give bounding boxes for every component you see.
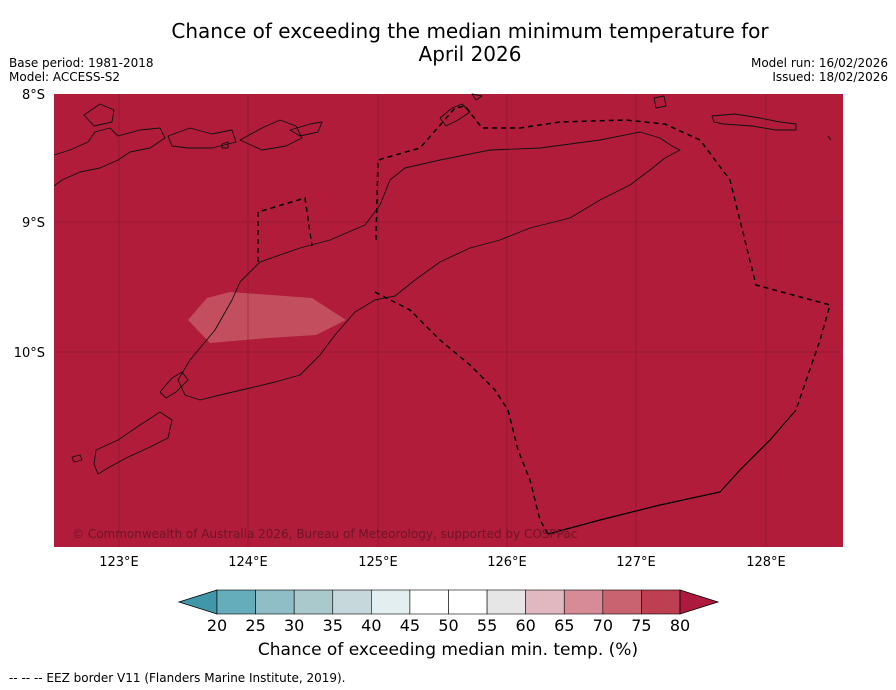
colorbar-tick-label: 55: [477, 616, 497, 635]
map-title: Chance of exceeding the median minimum t…: [0, 20, 896, 66]
lon-label-123e: 123°E: [99, 555, 139, 570]
colorbar-segment: [602, 589, 642, 615]
coast-rote: [159, 371, 189, 399]
lat-label-8s: 8°S: [22, 88, 45, 103]
coast-islet-g: [653, 95, 667, 109]
colorbar-segment: [525, 589, 565, 615]
map-title-line-1: Chance of exceeding the median minimum t…: [171, 19, 769, 43]
meta-right: Model run: 16/02/2026 Issued: 18/02/2026: [751, 56, 888, 84]
coast-islet-j: [471, 93, 483, 101]
eez-timor-leste-south: [374, 291, 549, 535]
colorbar-segment: [486, 589, 526, 615]
colorbar-extend-high: [679, 589, 720, 615]
lat-label-9s: 9°S: [22, 216, 45, 231]
colorbar-tick-label: 80: [670, 616, 690, 635]
coast-islet-a: [83, 103, 115, 127]
coast-flores: [53, 127, 166, 187]
map-title-line-2: April 2026: [418, 42, 522, 66]
meta-left: Base period: 1981-2018 Model: ACCESS-S2: [9, 56, 154, 84]
eez-timor-leste-east: [375, 105, 831, 411]
colorbar-segment: [293, 589, 334, 615]
lon-label-127e: 127°E: [616, 555, 656, 570]
coast-islet-i: [439, 103, 471, 127]
coast-sumba-east: [93, 411, 173, 475]
coast-islet-c: [239, 119, 303, 151]
map-copyright: © Commonwealth of Australia 2026, Bureau…: [72, 527, 577, 541]
lon-label-125e: 125°E: [358, 555, 398, 570]
coast-islet-f: [71, 454, 83, 463]
eez-border: [257, 105, 831, 535]
lon-label-124e: 124°E: [228, 555, 268, 570]
colorbar-tick-label: 45: [400, 616, 420, 635]
coast-islet-d: [289, 121, 323, 137]
coast-islet-h: [711, 113, 797, 131]
colorbar-tick-label: 30: [284, 616, 304, 635]
colorbar-segment: [448, 589, 488, 615]
lon-label-128e: 128°E: [746, 555, 786, 570]
issued-text: Issued: 18/02/2026: [772, 70, 888, 84]
coastlines: [53, 93, 832, 475]
colorbar-tick-label: 20: [207, 616, 227, 635]
coast-timor: [177, 131, 681, 401]
coast-islet-b: [167, 127, 237, 149]
model-run-text: Model run: 16/02/2026: [750, 56, 888, 70]
colorbar-segment: [409, 589, 449, 615]
colorbar-segment: [216, 589, 256, 615]
colorbar: 20 25 30 35 40 45 50 55 60 65 70 75 80: [177, 589, 720, 635]
colorbar-label: Chance of exceeding median min. temp. (%…: [257, 640, 639, 660]
colorbar-tick-label: 35: [323, 616, 343, 635]
probability-field: [54, 94, 843, 547]
colorbar-tick-label: 70: [593, 616, 613, 635]
colorbar-segment: [332, 589, 372, 615]
colorbar-tick-label: 40: [361, 616, 381, 635]
lon-label-126e: 126°E: [487, 555, 527, 570]
coast-islet-e: [221, 141, 229, 149]
colorbar-segment: [563, 589, 604, 615]
eez-south-solid: [547, 409, 797, 535]
colorbar-tick-label: 65: [554, 616, 574, 635]
model-text: Model: ACCESS-S2: [9, 70, 121, 84]
colorbar-segment: [641, 589, 681, 615]
colorbar-tick-label: 50: [438, 616, 458, 635]
colorbar-tick-label: 60: [515, 616, 535, 635]
lat-label-10s: 10°S: [14, 346, 45, 361]
graticule: [54, 94, 843, 547]
colorbar-tick-label: 25: [245, 616, 265, 635]
eez-footer-note: -- -- -- EEZ border V11 (Flanders Marine…: [9, 671, 346, 685]
colorbar-segment: [371, 589, 411, 615]
colorbar-extend-low: [177, 589, 218, 615]
colorbar-segment: [255, 589, 295, 615]
probability-patch: [188, 292, 346, 343]
base-period-text: Base period: 1981-2018: [9, 56, 154, 70]
eez-west-box: [257, 197, 313, 262]
colorbar-tick-label: 75: [631, 616, 651, 635]
coast-islet-k: [827, 135, 832, 141]
